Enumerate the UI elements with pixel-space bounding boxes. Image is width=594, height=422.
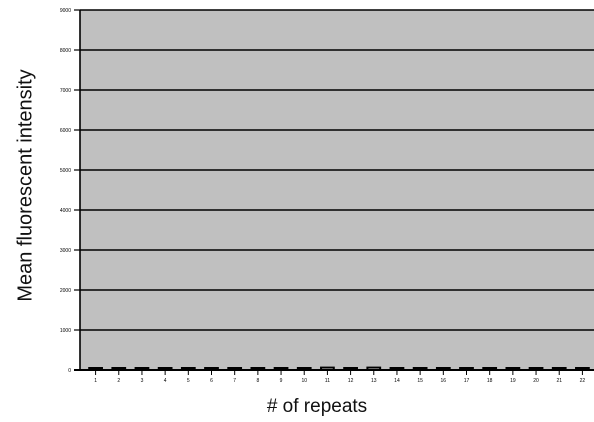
bar (575, 367, 590, 371)
x-tick-label: 11 (325, 378, 330, 384)
y-tick-label: 7000 (60, 88, 71, 94)
x-tick-label: 6 (210, 378, 213, 384)
y-tick-label: 2000 (60, 288, 71, 294)
x-tick-label: 10 (301, 378, 307, 384)
bar (180, 367, 196, 371)
y-tick-label: 5000 (60, 168, 71, 174)
x-tick-label: 7 (233, 378, 236, 384)
bar (204, 367, 219, 371)
bar (273, 367, 289, 371)
bar (412, 367, 428, 371)
y-tick-label: 0 (68, 368, 71, 374)
bar (227, 367, 243, 371)
bar (88, 367, 103, 371)
bar (551, 367, 567, 371)
x-tick-label: 2 (117, 378, 120, 384)
x-tick-label: 8 (256, 378, 259, 384)
x-tick-label: 12 (348, 378, 354, 384)
bar (111, 367, 127, 371)
bar (366, 366, 382, 372)
bar (435, 367, 451, 371)
plot-area (80, 10, 594, 370)
x-tick-label: 3 (141, 378, 144, 384)
x-tick-label: 14 (394, 378, 400, 384)
bar (320, 366, 335, 372)
bar (157, 367, 173, 371)
bar (528, 367, 544, 371)
x-tick-label: 19 (510, 378, 516, 384)
y-tick-label: 3000 (60, 248, 71, 254)
x-tick-label: 20 (533, 378, 539, 384)
y-tick-label: 9000 (60, 8, 71, 14)
x-tick-label: 5 (187, 378, 190, 384)
x-tick-label: 21 (556, 378, 562, 384)
y-axis-label-wrap: Mean fluorescent intensity (6, 0, 46, 370)
x-tick-label: 9 (280, 378, 283, 384)
bar (250, 367, 266, 371)
y-tick-label: 1000 (60, 328, 71, 334)
bar (343, 367, 358, 371)
x-tick-label: 13 (371, 378, 377, 384)
x-tick-label: 16 (441, 378, 447, 384)
x-tick-label: 18 (487, 378, 493, 384)
bar (482, 367, 498, 371)
x-tick-label: 4 (164, 378, 167, 384)
bar (134, 367, 150, 371)
bar (505, 367, 521, 371)
x-tick-label: 1 (94, 378, 97, 384)
y-tick-label: 8000 (60, 48, 71, 54)
x-tick-label: 22 (580, 378, 586, 384)
y-axis-label: Mean fluorescent intensity (14, 68, 37, 302)
x-axis-label: # of repeats (266, 396, 368, 417)
bar (389, 367, 405, 371)
bar (459, 367, 474, 371)
y-tick-label: 4000 (60, 208, 71, 214)
x-tick-label: 15 (417, 378, 423, 384)
y-tick-label: 6000 (60, 128, 71, 134)
bar (296, 367, 312, 371)
x-tick-label: 17 (464, 378, 470, 384)
